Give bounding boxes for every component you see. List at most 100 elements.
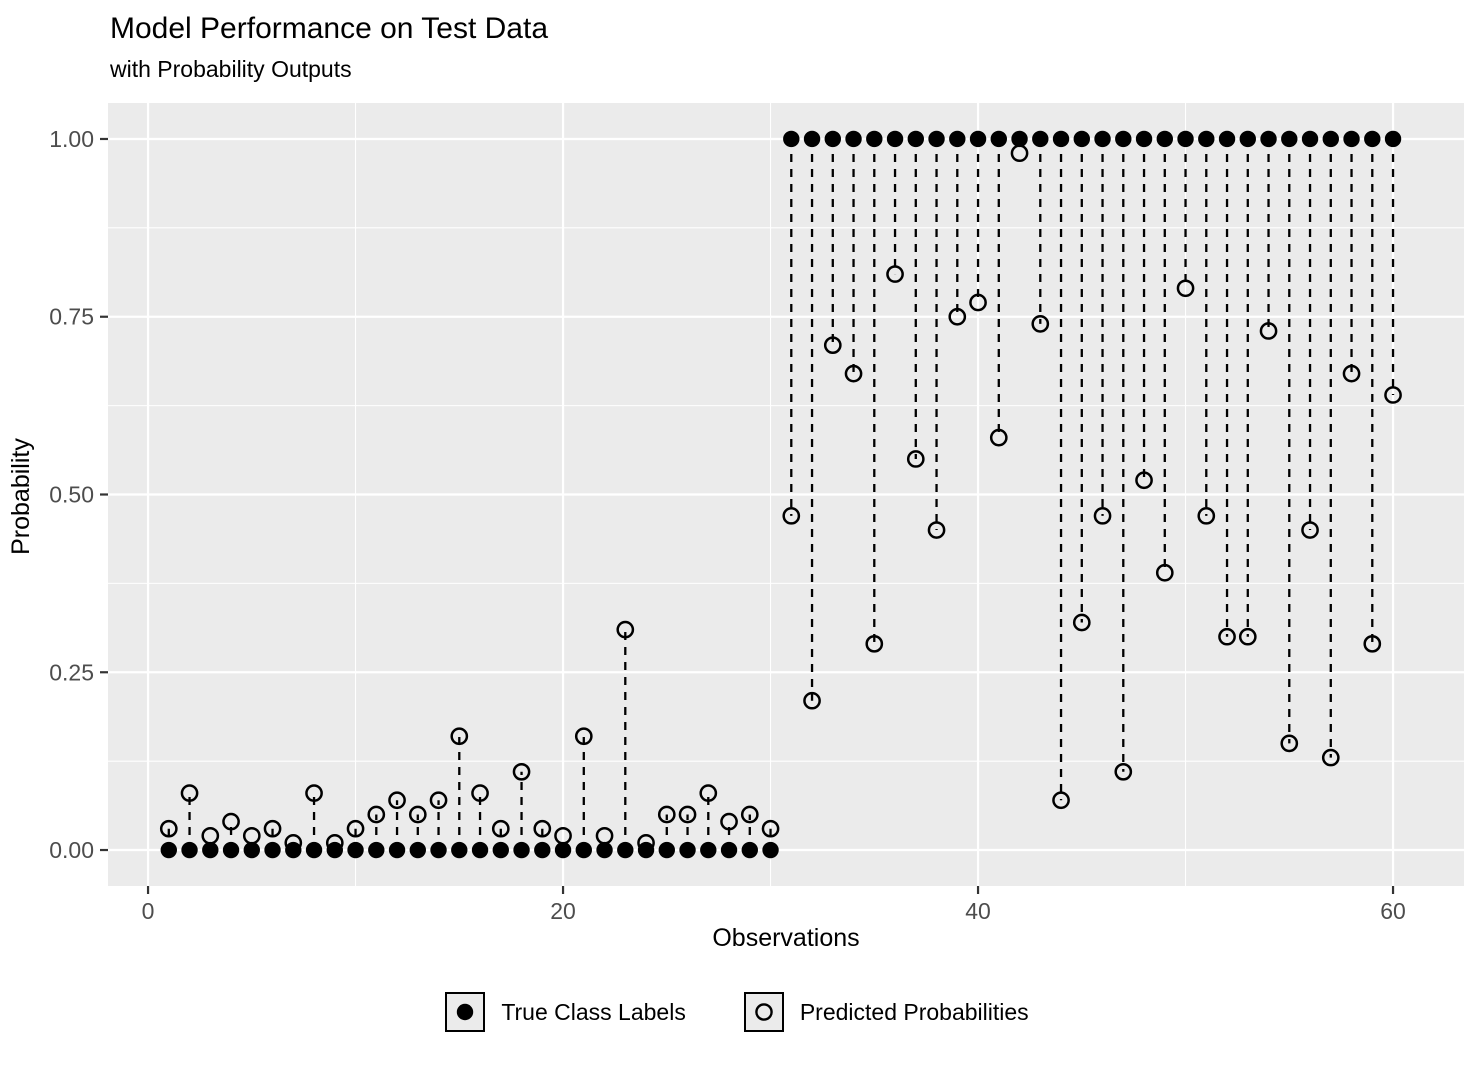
predicted-probability-point: [305, 784, 323, 802]
predicted-probability-point: [554, 826, 572, 845]
y-tick-label: 1.00: [49, 126, 94, 152]
true-label-point: [160, 841, 177, 859]
x-tick-label: 40: [965, 898, 991, 924]
true-label-point: [845, 130, 862, 148]
predicted-probability-point: [1384, 386, 1402, 404]
predicted-probability-point: [865, 634, 884, 653]
true-label-point: [720, 841, 738, 859]
true-label-point: [928, 130, 945, 148]
true-label-point: [264, 841, 281, 859]
predicted-probability-point: [159, 819, 178, 838]
predicted-probability-point: [222, 812, 240, 831]
true-label-point: [700, 841, 717, 859]
predicted-probability-point: [325, 834, 344, 852]
predicted-probability-point: [1280, 734, 1299, 753]
predicted-probability-point: [657, 805, 676, 824]
predicted-probability-point: [471, 784, 489, 802]
predicted-probability-point: [823, 336, 842, 355]
true-label-point: [1135, 130, 1153, 148]
true-label-point: [969, 130, 987, 148]
true-label-point: [1073, 130, 1090, 148]
predicted-probability-point: [740, 805, 759, 824]
predicted-probability-point: [844, 364, 863, 383]
y-tick-label: 0.75: [49, 304, 94, 330]
y-axis-title: Probability: [7, 438, 35, 555]
predicted-probability-point: [1363, 634, 1382, 653]
predicted-probability-point: [574, 727, 593, 746]
predicted-probability-point: [595, 826, 614, 845]
true-label-point: [1011, 130, 1028, 148]
x-tick-label: 0: [142, 898, 155, 924]
open-circle-icon: [743, 992, 784, 1032]
true-label-point: [388, 841, 406, 859]
true-label-point: [575, 841, 592, 859]
predicted-probability-point: [388, 791, 406, 810]
true-label-point: [1094, 130, 1111, 148]
predicted-probability-point: [408, 805, 427, 824]
true-label-point: [513, 841, 530, 859]
predicted-probability-point: [1155, 563, 1174, 582]
predicted-probability-point: [1259, 322, 1278, 340]
predicted-probability-point: [1197, 506, 1216, 525]
predicted-probability-point: [1052, 791, 1070, 810]
true-label-point: [181, 841, 198, 859]
y-tick-label: 0.50: [49, 482, 94, 508]
predicted-probability-point: [803, 691, 821, 710]
predicted-probability-point: [284, 834, 303, 852]
predicted-probability-point: [180, 784, 199, 802]
true-label-point: [305, 841, 323, 859]
true-label-point: [949, 130, 966, 148]
predicted-probability-point: [927, 521, 946, 539]
true-label-point: [1281, 130, 1298, 148]
true-label-point: [824, 130, 841, 148]
x-tick-label: 20: [550, 898, 576, 924]
predicted-probability-point: [1135, 471, 1153, 490]
predicted-probability-point: [1176, 279, 1195, 298]
predicted-probability-point: [1093, 506, 1112, 525]
true-label-point: [803, 130, 821, 148]
true-label-point: [907, 130, 924, 148]
true-label-point: [471, 841, 489, 859]
true-label-point: [1115, 130, 1132, 148]
legend-item-predicted-probabilities: Predicted Probabilities: [743, 992, 1029, 1032]
predicted-probability-point: [699, 784, 718, 802]
predicted-probability-point: [1114, 762, 1133, 781]
true-label-point: [741, 841, 758, 859]
true-label-point: [658, 841, 675, 859]
true-label-point: [990, 130, 1007, 148]
chart-title: Model Performance on Test Data: [110, 12, 549, 45]
predicted-probability-point: [263, 819, 282, 838]
true-label-point: [534, 841, 551, 859]
true-label-point: [430, 841, 447, 859]
true-label-point: [554, 841, 572, 859]
chart-subtitle: with Probability Outputs: [110, 56, 352, 82]
predicted-probability-point: [1301, 521, 1319, 539]
true-label-point: [1052, 130, 1070, 148]
predicted-probability-point: [1218, 627, 1236, 646]
x-tick-label: 60: [1380, 898, 1406, 924]
predicted-probability-point: [367, 805, 386, 824]
predicted-probability-point: [637, 834, 655, 852]
true-label-point: [886, 130, 904, 148]
true-label-point: [1364, 130, 1381, 148]
predicted-probability-point: [450, 727, 469, 746]
predicted-probability-point: [429, 791, 448, 810]
legend-label: True Class Labels: [501, 998, 686, 1025]
true-label-point: [222, 841, 240, 859]
true-label-point: [1198, 130, 1215, 148]
true-label-point: [492, 841, 509, 859]
true-label-point: [409, 841, 426, 859]
predicted-probability-point: [1342, 364, 1361, 383]
true-label-point: [866, 130, 883, 148]
predicted-probability-point: [1072, 613, 1091, 632]
predicted-probability-point: [1031, 314, 1050, 333]
true-label-point: [596, 841, 613, 859]
true-label-point: [679, 841, 696, 859]
predicted-probability-point: [782, 506, 801, 525]
true-label-point: [762, 841, 779, 859]
true-label-point: [1156, 130, 1173, 148]
legend-item-true-class-labels: True Class Labels: [445, 992, 686, 1032]
true-label-point: [1322, 130, 1339, 148]
predicted-probability-point: [886, 265, 904, 283]
